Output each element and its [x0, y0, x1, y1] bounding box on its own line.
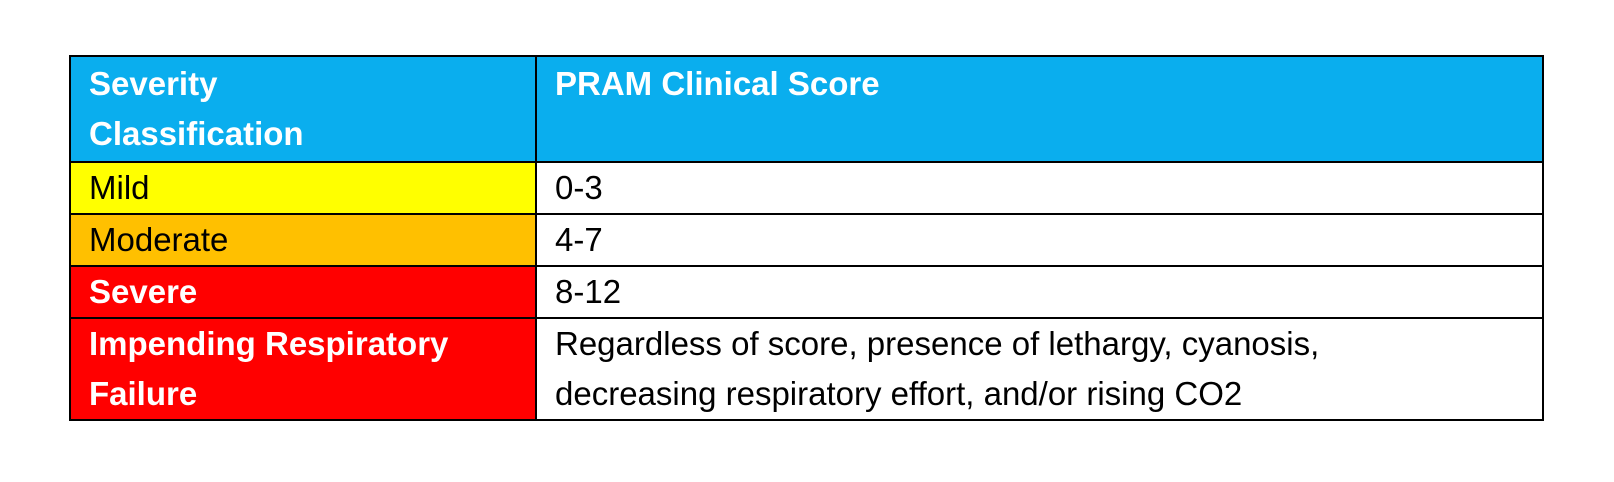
impending-score-line-1: Regardless of score, presence of letharg…: [555, 325, 1320, 362]
header-classification-word: Classification: [89, 115, 304, 152]
table-row-impending-failure: Impending Respiratory Failure Regardless…: [69, 317, 1544, 421]
table-row-mild: Mild 0-3: [69, 161, 1544, 215]
score-moderate: 4-7: [535, 213, 1544, 267]
impending-line-2: Failure: [89, 375, 198, 412]
header-severity-word: Severity: [89, 65, 218, 102]
classification-moderate: Moderate: [69, 213, 537, 267]
classification-impending-failure: Impending Respiratory Failure: [69, 317, 537, 421]
table-row-moderate: Moderate 4-7: [69, 213, 1544, 267]
header-row: Severity Classification PRAM Clinical Sc…: [69, 55, 1544, 163]
score-severe: 8-12: [535, 265, 1544, 319]
impending-score-line-2: decreasing respiratory effort, and/or ri…: [555, 375, 1243, 412]
classification-mild: Mild: [69, 161, 537, 215]
score-impending-failure: Regardless of score, presence of letharg…: [535, 317, 1544, 421]
table-row-severe: Severe 8-12: [69, 265, 1544, 319]
classification-severe: Severe: [69, 265, 537, 319]
severity-table: Severity Classification PRAM Clinical Sc…: [69, 55, 1544, 421]
header-severity-classification: Severity Classification: [69, 55, 537, 163]
impending-line-1: Impending Respiratory: [89, 325, 449, 362]
score-mild: 0-3: [535, 161, 1544, 215]
header-pram-score: PRAM Clinical Score: [535, 55, 1544, 163]
